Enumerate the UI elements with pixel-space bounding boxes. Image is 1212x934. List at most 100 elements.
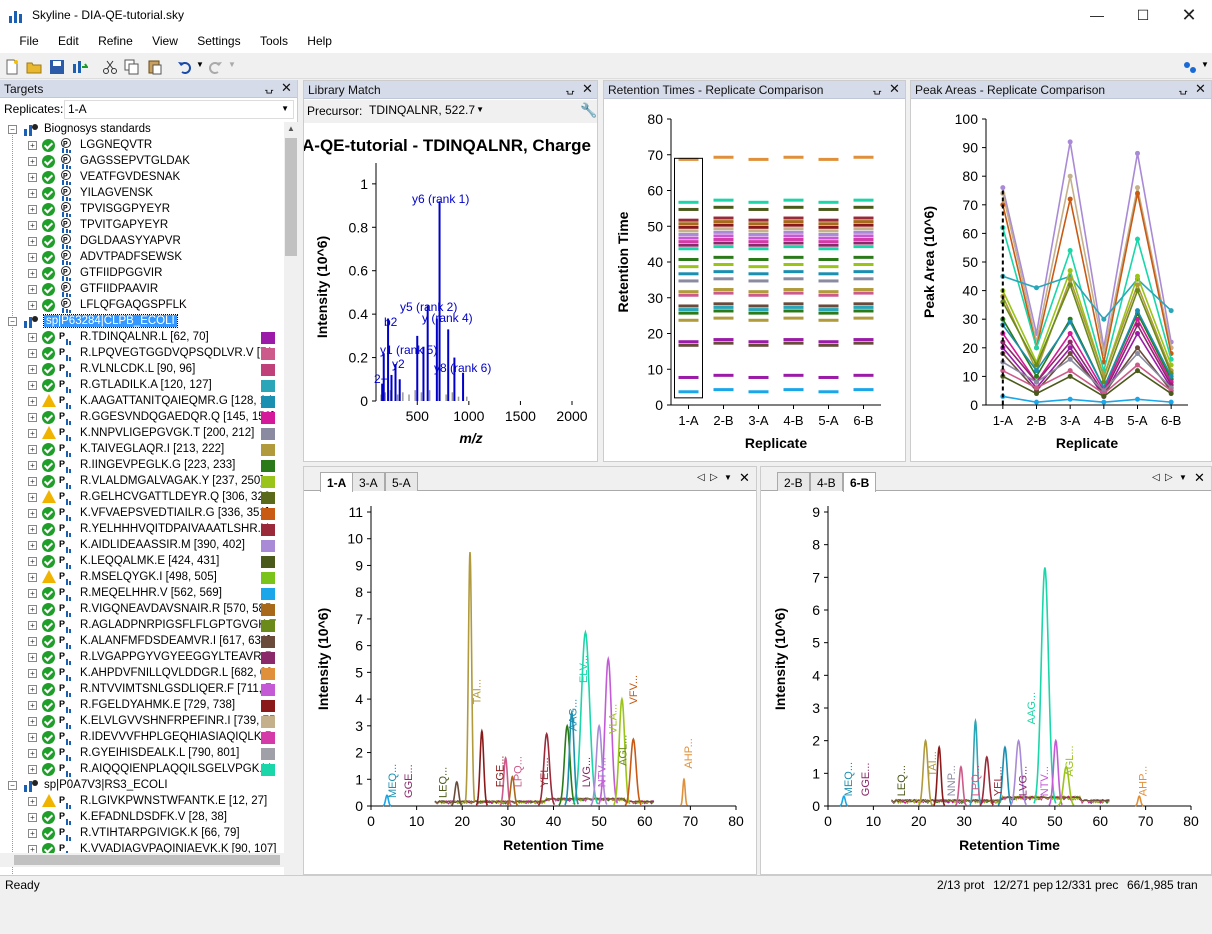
targets-horizontal-scrollbar[interactable] [0,853,284,867]
save-icon[interactable] [49,59,65,75]
peptide-row[interactable]: + P R.TDINQALNR.L [62, 70] [0,330,284,346]
protein-row[interactable]: − Biognosys standards [0,122,284,138]
menu-tools[interactable]: Tools [259,34,288,48]
expand-icon[interactable]: + [28,621,37,630]
tab-2-b[interactable]: 2-B [777,472,810,491]
close-icon[interactable]: ✕ [281,80,292,95]
peptide-row[interactable]: + P GTFIIDPGGVIR [0,266,284,282]
peptide-row[interactable]: + P ADVTPADFSEWSK [0,250,284,266]
expand-icon[interactable]: + [28,685,37,694]
close-icon[interactable]: ✕ [889,81,900,96]
expand-icon[interactable]: + [28,829,37,838]
peptide-row[interactable]: + P R.NTVVIMTSNLGSDLIQER.F [711, 7 [0,682,284,698]
replicates-dropdown[interactable]: 1-A ▼ [64,100,294,119]
peptide-row[interactable]: + P R.GELHCVGATTLDEYR.Q [306, 320 [0,490,284,506]
expand-icon[interactable]: + [28,589,37,598]
precursor-dropdown[interactable]: TDINQALNR, 522.7 ▼ [366,102,486,120]
chromatogram-plot-2[interactable]: 0 1 2 3 4 5 6 7 8 9 0 10 20 30 40 50 60 70 80 Retention Tim… [761,492,1211,874]
protein-row[interactable]: − sp|P63284|CLPB_ECOLI [0,314,284,330]
peptide-row[interactable]: + P R.YELHHHVQITDPAIVAAATLSHR.Y [0,522,284,538]
peptide-row[interactable]: + P K.AHPDVFNILLQVLDDGR.L [682, 69 [0,666,284,682]
expand-icon[interactable]: + [28,797,37,806]
expand-icon[interactable]: + [28,541,37,550]
pin-icon[interactable]: ⍽ [873,83,882,95]
peptide-row[interactable]: + P K.NNPVLIGEPGVGK.T [200, 212] [0,426,284,442]
undo-dropdown-icon[interactable]: ▼ [196,60,204,69]
pin-icon[interactable]: ⍽ [1179,83,1188,95]
peptide-row[interactable]: + P DGLDAASYYAPVR [0,234,284,250]
menu-refine[interactable]: Refine [98,34,133,48]
peptide-row[interactable]: + P GTFIIDPAAVIR [0,282,284,298]
expand-icon[interactable]: + [28,669,37,678]
peptide-row[interactable]: + P K.TAIVEGLAQR.I [213, 222] [0,442,284,458]
expand-icon[interactable]: + [28,477,37,486]
tab-5-a[interactable]: 5-A [385,472,418,491]
peptide-row[interactable]: + P R.MSELQYGK.I [498, 505] [0,570,284,586]
copy-icon[interactable] [124,59,140,75]
expand-icon[interactable]: + [28,189,37,198]
expand-icon[interactable]: + [28,717,37,726]
expand-icon[interactable]: + [28,173,37,182]
expand-icon[interactable]: + [28,285,37,294]
close-icon[interactable]: ✕ [1194,470,1205,485]
peptide-row[interactable]: + P K.AIDLIDEAASSIR.M [390, 402] [0,538,284,554]
peak-areas-plot[interactable]: 0 10 20 30 40 50 60 70 80 90 100 1-A 2-B 3-A 4-B 5-A 6-B… [911,100,1211,461]
peptide-row[interactable]: + P R.LPQVEGTGGDVQPSQDLVR.V [71 [0,346,284,362]
expand-icon[interactable]: + [28,733,37,742]
peptide-row[interactable]: + P R.MEQELHHR.V [562, 569] [0,586,284,602]
peptide-row[interactable]: + P R.VTIHTARPGIVIGK.K [66, 79] [0,826,284,842]
expand-icon[interactable]: + [28,157,37,166]
menu-file[interactable]: File [19,34,39,48]
targets-scrollbar[interactable]: ▲ [284,122,298,934]
scroll-right-icon[interactable]: ▷ [1165,472,1173,483]
peptide-row[interactable]: + P K.LEQQALMK.E [424, 431] [0,554,284,570]
peptide-row[interactable]: + P GAGSSEPVTGLDAK [0,154,284,170]
tab-1-a[interactable]: 1-A [320,472,354,492]
menu-view[interactable]: View [152,34,178,48]
scroll-left-icon[interactable]: ◁ [1152,472,1160,483]
expand-icon[interactable]: + [28,813,37,822]
peptide-row[interactable]: + P LGGNEQVTR [0,138,284,154]
maximize-button[interactable]: ☐ [1136,7,1150,23]
peptide-row[interactable]: + P K.AAGATTANITQAIEQMR.G [128, 14 [0,394,284,410]
protein-row[interactable]: − sp|P0A7V3|RS3_ECOLI [0,778,284,794]
expand-icon[interactable]: + [28,493,37,502]
peptide-row[interactable]: + P R.VIGQNEAVDAVSNAIR.R [570, 585 [0,602,284,618]
expand-icon[interactable]: + [28,301,37,310]
tab-4-b[interactable]: 4-B [810,472,843,491]
expand-icon[interactable]: + [28,653,37,662]
peptide-row[interactable]: + P R.IINGEVPEGLK.G [223, 233] [0,458,284,474]
close-icon[interactable]: ✕ [739,470,750,485]
expand-icon[interactable]: + [28,429,37,438]
cut-icon[interactable] [102,59,118,75]
peptide-row[interactable]: + P LFLQFGAQGSPFLK [0,298,284,314]
peptide-row[interactable]: + P R.AGLADPNRPIGSFLFLGPTGVGK.T [0,618,284,634]
targets-tree[interactable]: − Biognosys standards + P LGGNEQVTR + P GAGSSEP… [0,122,284,934]
minimize-button[interactable]: — [1090,7,1104,23]
peptide-row[interactable]: + P YILAGVENSK [0,186,284,202]
expand-icon[interactable]: + [28,637,37,646]
chromatogram-plot-1[interactable]: 0 1 2 3 4 5 6 7 8 9 10 11 0 10 20 30 40 50 60 70 80 Retention… [304,492,756,874]
collapse-icon[interactable]: − [8,781,17,790]
expand-icon[interactable]: + [28,221,37,230]
expand-icon[interactable]: + [28,381,37,390]
expand-icon[interactable]: + [28,573,37,582]
peptide-row[interactable]: + P R.GGESVNDQGAEDQR.Q [145, 158] [0,410,284,426]
expand-icon[interactable]: + [28,525,37,534]
menu-settings[interactable]: Settings [197,34,241,48]
peptide-row[interactable]: + P K.VVADIAGVPAQINIAEVK.K [90, 107] [0,842,284,858]
menu-edit[interactable]: Edit [58,34,79,48]
expand-icon[interactable]: + [28,557,37,566]
peptide-row[interactable]: + P VEATFGVDESNAK [0,170,284,186]
close-window-button[interactable]: ✕ [1181,5,1197,25]
expand-icon[interactable]: + [28,461,37,470]
pin-icon[interactable]: ⍽ [265,82,274,94]
library-spectrum-plot[interactable]: A-QE-tutorial - TDINQALNR, Charge 0 0.2 0.… [304,123,597,461]
collapse-icon[interactable]: − [8,125,17,134]
peptide-row[interactable]: + P R.VLNLCDK.L [90, 96] [0,362,284,378]
peptide-row[interactable]: + P K.ELVLGVVSHNFRPEFINR.I [739, 75 [0,714,284,730]
expand-icon[interactable]: + [28,349,37,358]
peptide-row[interactable]: + P R.GTLADILK.A [120, 127] [0,378,284,394]
integration-icon[interactable] [1182,59,1198,75]
expand-icon[interactable]: + [28,269,37,278]
